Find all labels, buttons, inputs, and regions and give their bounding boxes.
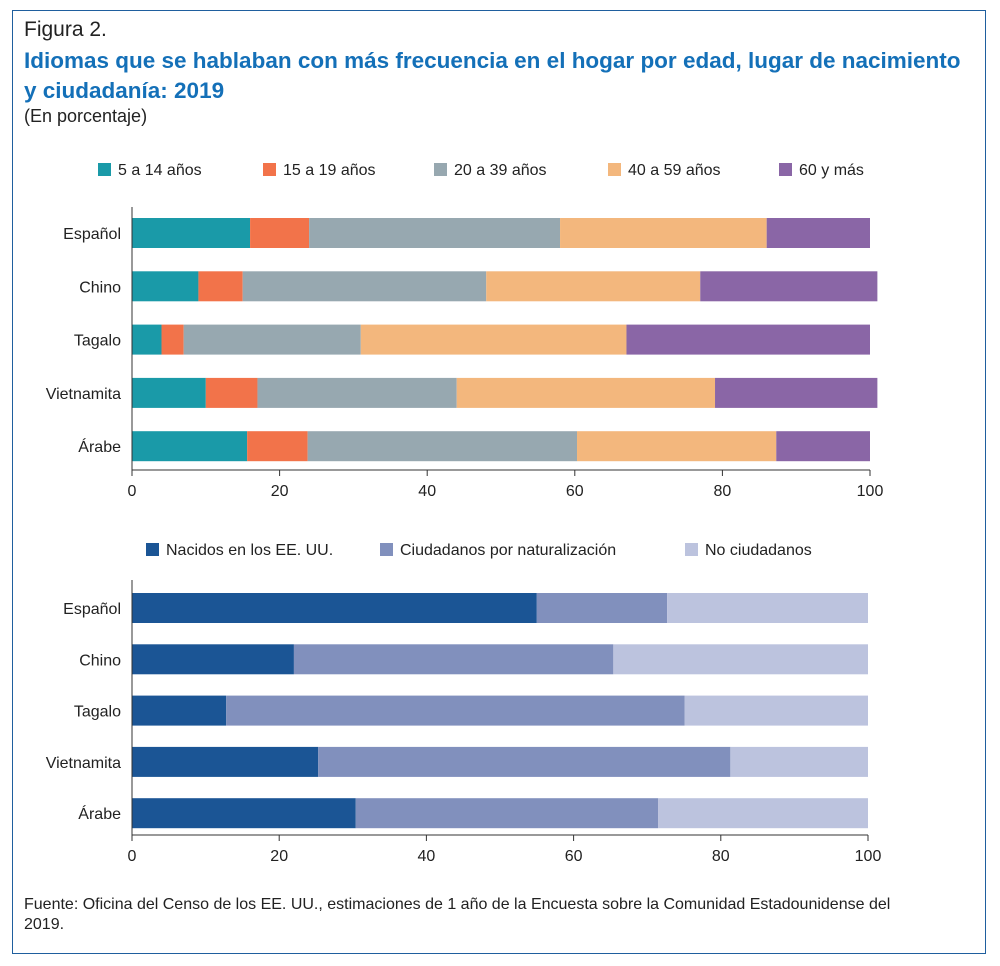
category-label-arabe: Árabe [78, 437, 121, 456]
bar-chino-60-y-mas [700, 271, 878, 302]
bar-tagalo-60-y-mas [626, 324, 870, 355]
category-label-espanol: Español [63, 226, 121, 243]
bar-arabe-nacidos-en-los-ee-uu [132, 798, 356, 829]
bar-tagalo-5-a-14-anos [132, 324, 162, 355]
bar-chino-15-a-19-anos [198, 271, 243, 302]
category-label-espanol: Español [63, 601, 121, 618]
figure-label: Figura 2. [24, 18, 107, 41]
legend-swatch-no-ciudadanos [685, 543, 698, 556]
legend-swatch-20-a-39-anos [434, 163, 447, 176]
bar-espanol-no-ciudadanos [667, 593, 868, 623]
bar-chino-20-a-39-anos [242, 271, 487, 302]
bar-tagalo-40-a-59-anos [360, 324, 627, 355]
legend-label-20-a-39-anos: 20 a 39 años [454, 162, 547, 179]
bar-vietnamita-5-a-14-anos [132, 377, 206, 408]
bar-arabe-ciudadanos-por-naturalizacion [355, 798, 659, 829]
bar-arabe-40-a-59-anos [577, 431, 777, 462]
bar-arabe-20-a-39-anos [307, 431, 578, 462]
x-tick-label: 0 [128, 483, 137, 500]
category-label-tagalo: Tagalo [74, 333, 121, 350]
legend-swatch-60-y-mas [779, 163, 792, 176]
bar-espanol-60-y-mas [766, 218, 870, 248]
chart-subtitle: (En porcentaje) [24, 106, 148, 126]
legend-label-5-a-14-anos: 5 a 14 años [118, 162, 202, 179]
bar-chino-no-ciudadanos [613, 644, 868, 675]
category-label-chino: Chino [79, 279, 121, 296]
x-tick-label: 0 [128, 848, 137, 865]
legend-label-ciudadanos-por-naturalizacion: Ciudadanos por naturalización [400, 542, 616, 559]
x-tick-label: 80 [714, 483, 732, 500]
x-tick-label: 60 [566, 483, 584, 500]
bar-vietnamita-60-y-mas [715, 377, 878, 408]
category-label-vietnamita: Vietnamita [46, 755, 121, 772]
x-tick-label: 40 [418, 848, 436, 865]
bar-vietnamita-20-a-39-anos [257, 377, 457, 408]
legend-swatch-ciudadanos-por-naturalizacion [380, 543, 393, 556]
bar-espanol-15-a-19-anos [250, 218, 310, 248]
category-label-vietnamita: Vietnamita [46, 386, 121, 403]
bar-chino-40-a-59-anos [486, 271, 701, 302]
x-tick-label: 40 [418, 483, 436, 500]
chart-title: Idiomas que se hablaban con más frecuenc… [24, 48, 961, 103]
bar-tagalo-ciudadanos-por-naturalizacion [226, 695, 685, 726]
x-tick-label: 80 [712, 848, 730, 865]
x-tick-label: 20 [271, 483, 289, 500]
bar-tagalo-15-a-19-anos [161, 324, 184, 355]
bar-tagalo-no-ciudadanos [684, 695, 868, 726]
legend-label-15-a-19-anos: 15 a 19 años [283, 162, 376, 179]
bar-arabe-5-a-14-anos [132, 431, 248, 462]
bar-espanol-40-a-59-anos [560, 218, 767, 248]
bar-arabe-no-ciudadanos [658, 798, 868, 829]
legend-label-no-ciudadanos: No ciudadanos [705, 542, 812, 559]
bar-vietnamita-ciudadanos-por-naturalizacion [318, 746, 731, 777]
category-label-chino: Chino [79, 652, 121, 669]
bar-vietnamita-no-ciudadanos [730, 746, 868, 777]
x-tick-label: 20 [270, 848, 288, 865]
x-tick-label: 100 [855, 848, 882, 865]
legend-swatch-5-a-14-anos [98, 163, 111, 176]
bar-vietnamita-15-a-19-anos [205, 377, 258, 408]
bar-chino-nacidos-en-los-ee-uu [132, 644, 294, 675]
bar-chino-5-a-14-anos [132, 271, 199, 302]
bar-vietnamita-nacidos-en-los-ee-uu [132, 746, 319, 777]
bar-vietnamita-40-a-59-anos [456, 377, 716, 408]
bar-chino-ciudadanos-por-naturalizacion [293, 644, 614, 675]
legend-label-60-y-mas: 60 y más [799, 162, 864, 179]
bar-tagalo-nacidos-en-los-ee-uu [132, 695, 227, 726]
legend-label-40-a-59-anos: 40 a 59 años [628, 162, 721, 179]
bar-arabe-15-a-19-anos [247, 431, 308, 462]
legend-swatch-40-a-59-anos [608, 163, 621, 176]
bar-espanol-nacidos-en-los-ee-uu [132, 593, 537, 623]
source-note: Fuente: Oficina del Censo de los EE. UU.… [24, 896, 891, 933]
legend-swatch-15-a-19-anos [263, 163, 276, 176]
legend-label-nacidos-en-los-ee-uu: Nacidos en los EE. UU. [166, 542, 333, 559]
bar-arabe-60-y-mas [776, 431, 870, 462]
bar-espanol-5-a-14-anos [132, 218, 251, 248]
bar-espanol-ciudadanos-por-naturalizacion [536, 593, 668, 623]
category-label-tagalo: Tagalo [74, 704, 121, 721]
x-tick-label: 100 [857, 483, 884, 500]
x-tick-label: 60 [565, 848, 583, 865]
bar-espanol-20-a-39-anos [309, 218, 561, 248]
figure-frame [12, 10, 986, 954]
legend-swatch-nacidos-en-los-ee-uu [146, 543, 159, 556]
category-label-arabe: Árabe [78, 804, 121, 823]
bar-tagalo-20-a-39-anos [183, 324, 361, 355]
